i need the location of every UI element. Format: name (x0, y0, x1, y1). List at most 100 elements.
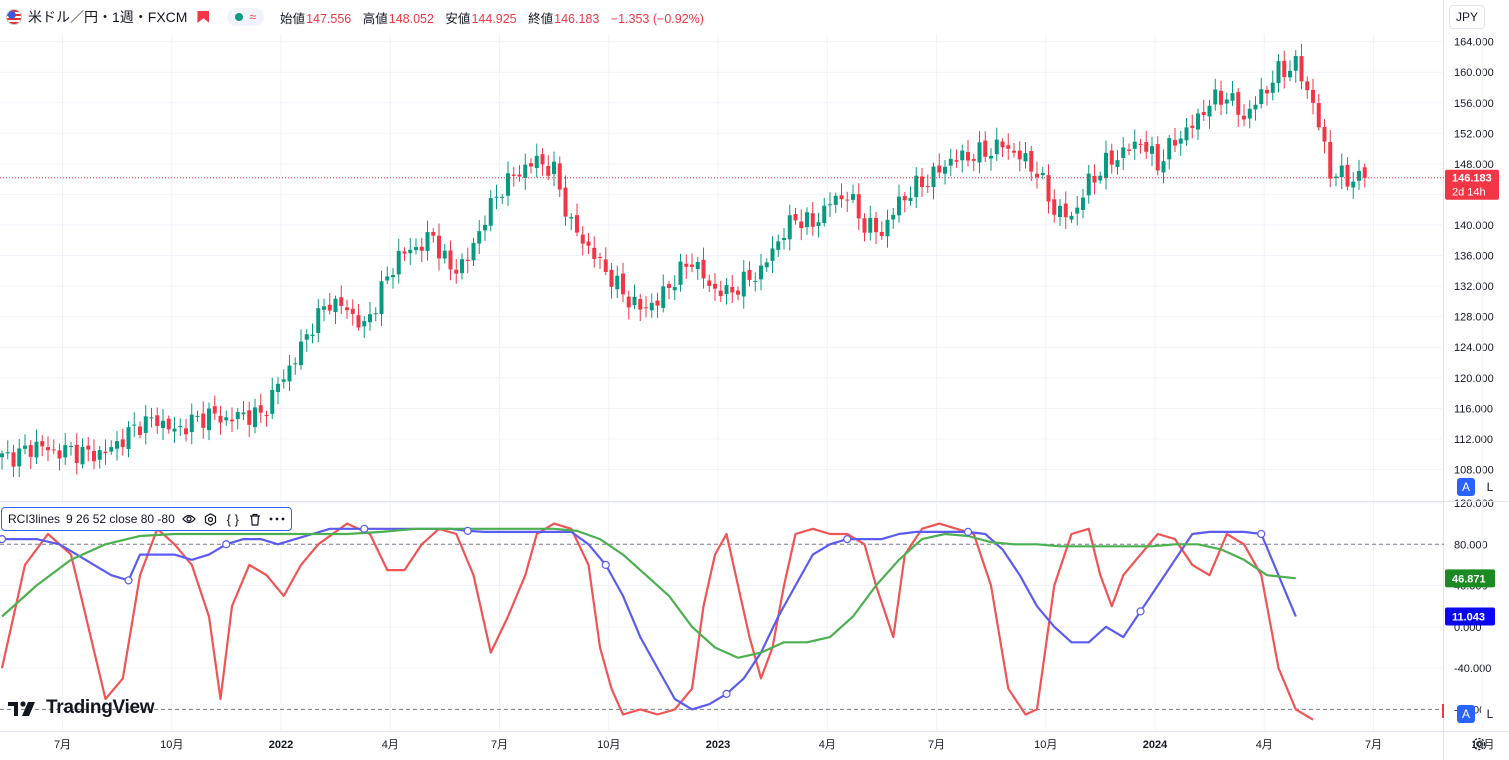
candle-body (1173, 139, 1177, 146)
candle-body (626, 296, 631, 308)
candle-body (1288, 70, 1292, 78)
symbol-title[interactable]: 米ドル／円・1週・FXCM (28, 9, 188, 25)
price-axis-label: 156.000 (1454, 98, 1494, 110)
candle-body (983, 140, 988, 157)
time-axis-label: 10月 (1471, 739, 1494, 751)
indicator-legend[interactable]: RCI3lines 9 26 52 close 80 -80 { } (1, 507, 292, 531)
candle-body (989, 155, 993, 159)
candle-body (885, 219, 890, 237)
candle-body (529, 163, 533, 167)
time-axis-label: 4月 (819, 739, 836, 751)
currency-button[interactable]: JPY (1449, 5, 1485, 29)
rci-cross-marker (0, 535, 7, 544)
candle-body (759, 265, 763, 280)
candle-body (207, 408, 211, 431)
time-axis-label: 4月 (1256, 739, 1273, 751)
candle-body (1138, 143, 1143, 145)
rci-line-long (1, 527, 1296, 659)
candle-body (793, 214, 798, 221)
candle-body (460, 259, 464, 274)
candle-body (770, 248, 775, 261)
time-axis-label: 2022 (269, 739, 293, 751)
rci-cross-marker (463, 526, 472, 535)
change-value: −1.353 (−0.92%) (610, 11, 704, 26)
candle-body (224, 417, 229, 421)
candle-body (97, 450, 102, 460)
candle-body (431, 232, 436, 236)
candle-body (230, 419, 234, 422)
candle-body (276, 383, 280, 393)
candle-body (586, 241, 591, 246)
candle-body (1270, 82, 1275, 93)
price-axis-label: 136.000 (1454, 251, 1494, 263)
candle-body (862, 218, 867, 233)
candle-body (339, 297, 344, 306)
delete-icon[interactable] (247, 511, 263, 527)
candle-body (615, 275, 620, 290)
chart-settings-icon[interactable] (1470, 735, 1488, 753)
close-label: 終値 (528, 11, 554, 26)
candle-body (828, 204, 832, 206)
candle-body (1201, 111, 1206, 116)
candle-body (316, 308, 321, 333)
candle-body (396, 250, 401, 275)
more-icon[interactable] (269, 511, 285, 527)
candle-body (891, 214, 896, 220)
candle-body (500, 196, 505, 198)
candle-body (109, 447, 114, 452)
indicator-axis-label: 80.000 (1454, 539, 1488, 551)
log-scale-button-main[interactable]: L (1481, 478, 1499, 496)
source-code-icon[interactable]: { } (226, 511, 239, 527)
candle-body (1035, 173, 1039, 178)
candle-body (1178, 138, 1183, 144)
candle-body (454, 269, 459, 274)
candle-body (707, 280, 712, 286)
candle-body (1006, 145, 1011, 149)
candle-body (879, 231, 884, 236)
candle-body (1023, 153, 1028, 162)
settings-icon[interactable] (203, 511, 219, 527)
candle-body (1322, 127, 1327, 142)
candle-body (0, 453, 4, 458)
price-axis-label: 164.000 (1454, 37, 1494, 49)
tradingview-logo[interactable]: TradingView (8, 697, 155, 719)
candle-body (362, 321, 367, 327)
candle-body (960, 150, 965, 161)
auto-scale-button-main[interactable]: A (1457, 478, 1475, 496)
candle-body (103, 451, 108, 454)
market-status-pill[interactable]: ≈ (227, 8, 265, 26)
candle-body (724, 285, 729, 295)
candle-body (74, 444, 79, 464)
rci-long-value: 46.871 (1452, 573, 1486, 585)
candle-body (437, 235, 441, 259)
candle-body (644, 307, 648, 309)
auto-scale-button-ind[interactable]: A (1457, 705, 1475, 723)
candle-body (218, 415, 223, 423)
candle-body (546, 166, 551, 176)
candle-body (270, 389, 275, 414)
candle-body (391, 275, 395, 278)
last-price-value: 146.183 (1452, 173, 1492, 185)
candle-body (1328, 141, 1333, 179)
candle-body (166, 418, 171, 430)
candle-body (833, 195, 838, 205)
log-scale-button-ind[interactable]: L (1481, 705, 1499, 723)
candle-body (557, 163, 562, 190)
eye-icon[interactable] (181, 511, 197, 527)
candle-body (402, 251, 407, 254)
price-axis-label: 116.000 (1454, 403, 1493, 415)
candle-body (1224, 99, 1229, 104)
candle-body (189, 414, 194, 433)
candle-body (281, 379, 286, 382)
candle-body (293, 363, 298, 365)
candle-body (598, 256, 602, 258)
candle-body (839, 195, 844, 200)
ohlc-readout: 始値147.556 高値148.052 安値144.925 終値146.183 … (280, 8, 712, 27)
bookmark-flag-icon[interactable] (197, 11, 210, 23)
candle-body (822, 205, 827, 223)
candle-body (621, 273, 625, 295)
candle-body (477, 231, 482, 244)
candle-body (1207, 105, 1212, 117)
